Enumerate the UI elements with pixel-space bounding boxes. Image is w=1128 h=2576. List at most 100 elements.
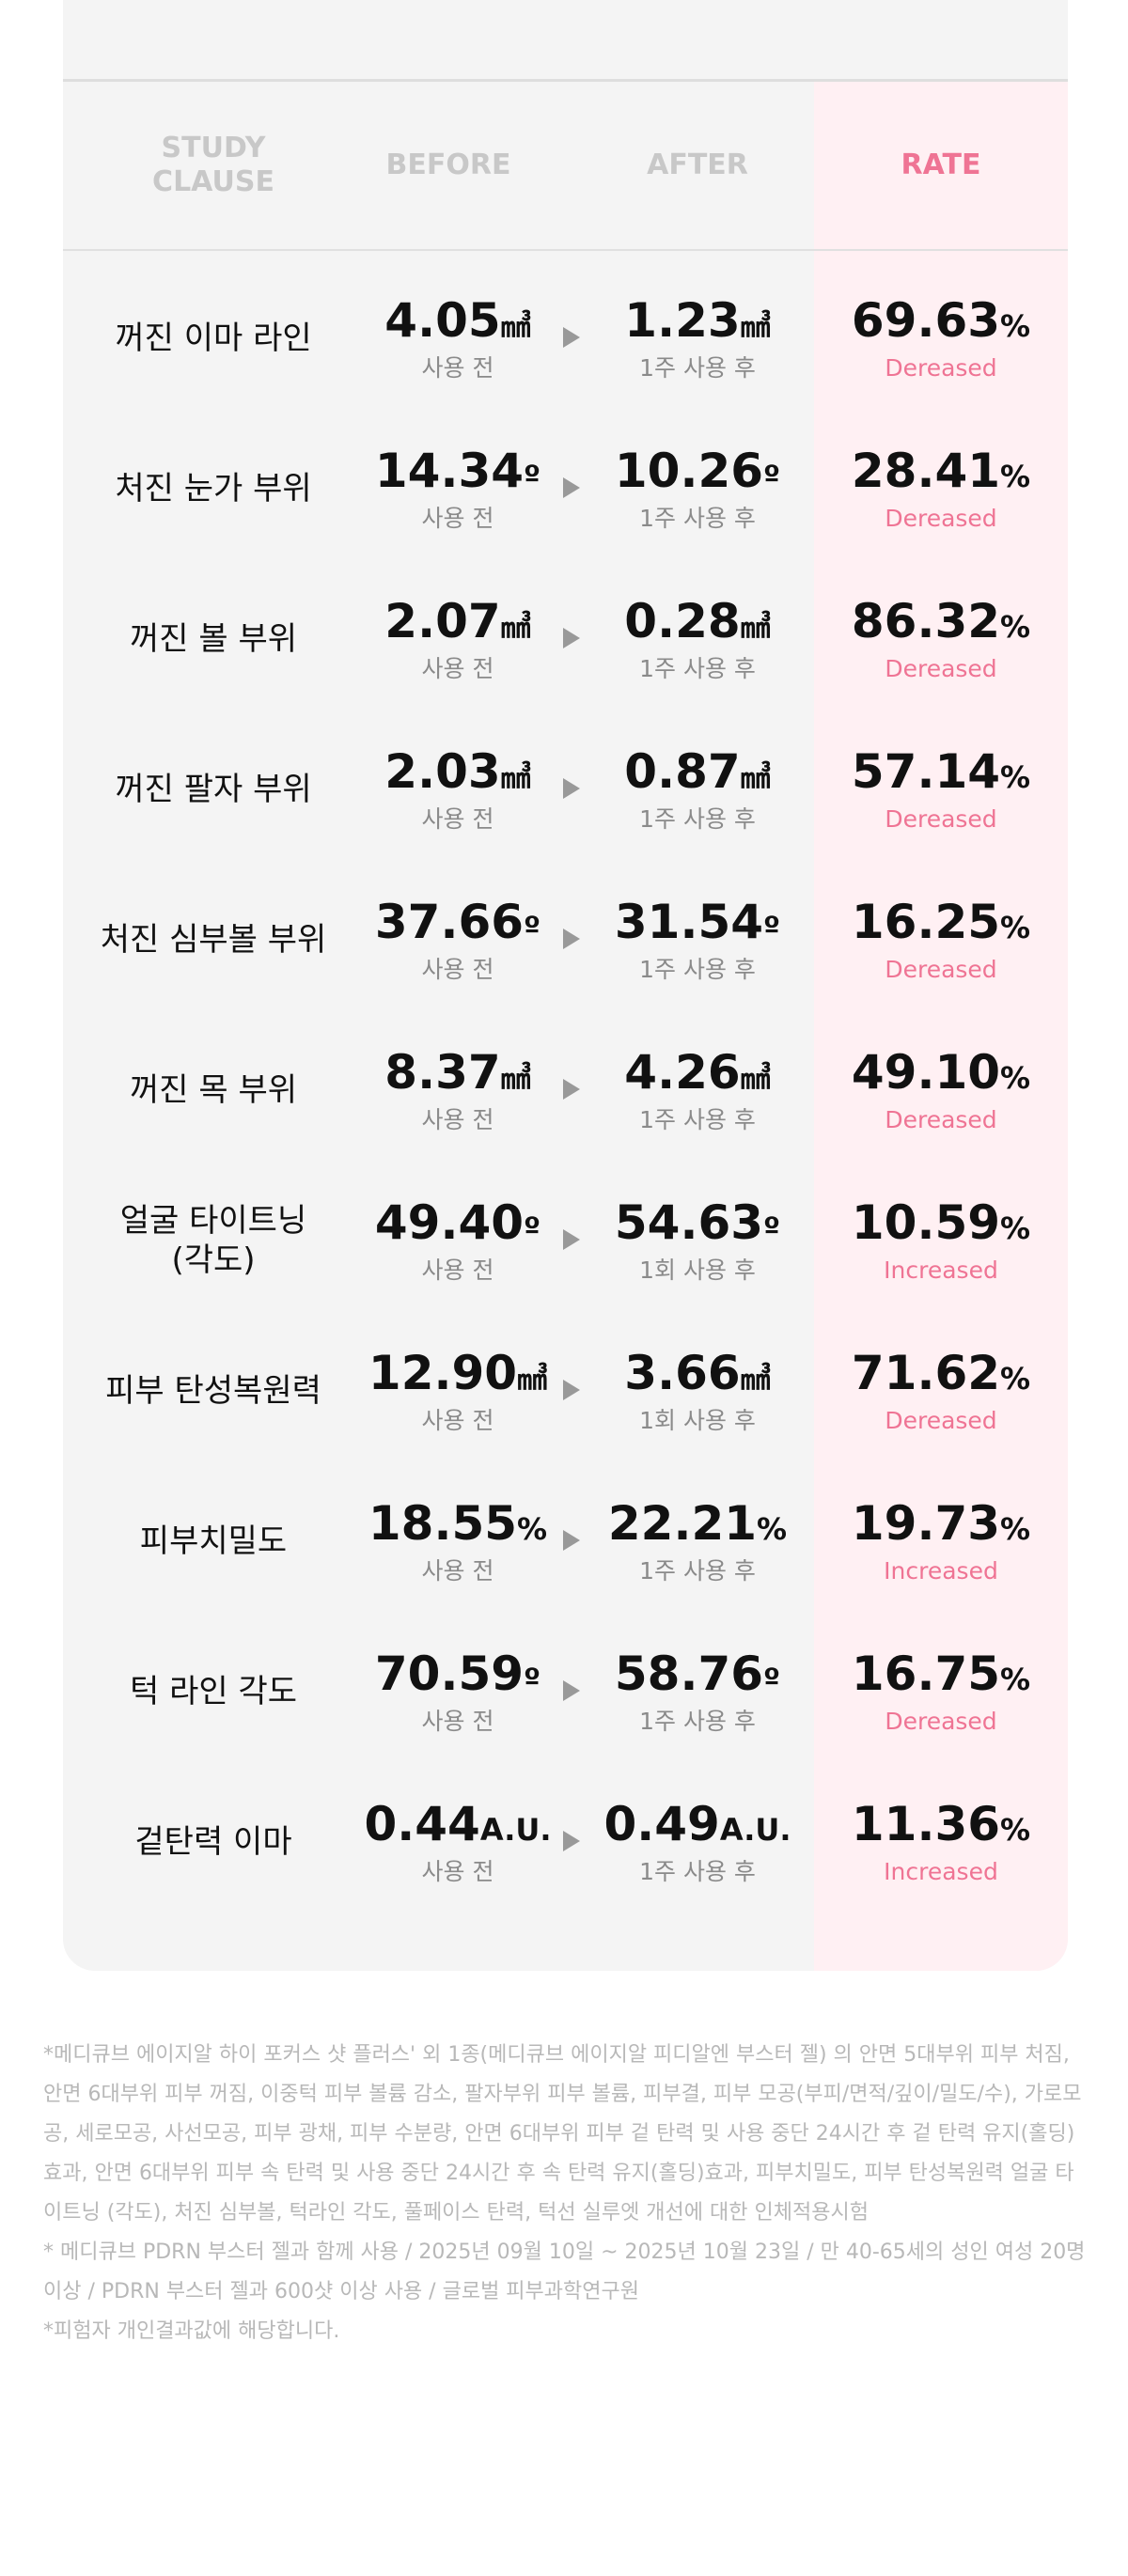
after-value-line: 3.66㎣ <box>624 1346 770 1406</box>
rate-unit: % <box>1000 910 1031 945</box>
after-cell: 58.76º 1주 사용 후 <box>589 1616 806 1767</box>
after-value-line: 58.76º <box>615 1647 780 1707</box>
after-unit: º <box>763 459 781 494</box>
before-cell: 18.55% 사용 전 <box>350 1466 566 1616</box>
after-value: 1.23 <box>624 293 741 348</box>
before-caption: 사용 전 <box>421 1557 494 1585</box>
rate-cell: 10.59% Increased <box>814 1165 1068 1316</box>
rate-caption: Increased <box>884 1858 998 1885</box>
rate-caption: Dereased <box>885 805 997 833</box>
before-unit: ㎣ <box>500 308 531 344</box>
after-value-line: 10.26º <box>615 444 780 504</box>
before-value-line: 0.44A.U. <box>364 1797 551 1857</box>
study-cell: 꺼진 목 부위 <box>72 1015 354 1165</box>
study-cell: 처진 눈가 부위 <box>72 414 354 564</box>
after-cell: 3.66㎣ 1회 사용 후 <box>589 1316 806 1466</box>
rate-caption: Dereased <box>885 354 997 382</box>
after-value-line: 0.28㎣ <box>624 594 770 654</box>
arrow-icon <box>563 1079 580 1100</box>
before-value-line: 4.05㎣ <box>384 293 530 353</box>
footnotes: *메디큐브 에이지알 하이 포커스 샷 플러스' 외 1종(메디큐브 에이지알 … <box>43 2036 1087 2351</box>
after-value-line: 4.26㎣ <box>624 1045 770 1105</box>
footnote: *메디큐브 에이지알 하이 포커스 샷 플러스' 외 1종(메디큐브 에이지알 … <box>43 2043 1082 2225</box>
study-cell: 겉탄력 이마 <box>72 1767 354 1917</box>
study-label: 얼굴 타이트닝 (각도) <box>119 1202 307 1279</box>
after-caption: 1주 사용 후 <box>639 655 756 682</box>
before-caption: 사용 전 <box>421 956 494 983</box>
arrow-icon <box>563 1229 580 1250</box>
rate-cell: 69.63% Dereased <box>814 263 1068 414</box>
after-value: 0.49 <box>603 1797 720 1851</box>
before-value: 49.40 <box>374 1195 525 1250</box>
table-row: 턱 라인 각도 70.59º 사용 전 58.76º 1주 사용 후 16.75% Dere… <box>63 1616 1068 1767</box>
before-caption: 사용 전 <box>421 505 494 532</box>
after-unit: % <box>757 1511 788 1547</box>
study-cell: 턱 라인 각도 <box>72 1616 354 1767</box>
rate-cell: 71.62% Dereased <box>814 1316 1068 1466</box>
arrow-icon <box>563 477 580 498</box>
after-caption: 1회 사용 후 <box>639 1257 756 1284</box>
study-cell: 피부치밀도 <box>72 1466 354 1616</box>
rate-caption: Dereased <box>885 1407 997 1434</box>
rate-cell: 16.75% Dereased <box>814 1616 1068 1767</box>
before-unit: ㎣ <box>517 1361 548 1397</box>
before-value: 12.90 <box>368 1346 518 1400</box>
table-row: 피부 탄성복원력 12.90㎣ 사용 전 3.66㎣ 1회 사용 후 71.62% Dere… <box>63 1316 1068 1466</box>
rate-cell: 11.36% Increased <box>814 1767 1068 1917</box>
before-cell: 0.44A.U. 사용 전 <box>350 1767 566 1917</box>
before-caption: 사용 전 <box>421 1407 494 1434</box>
after-cell: 0.87㎣ 1주 사용 후 <box>589 714 806 865</box>
before-caption: 사용 전 <box>421 1708 494 1735</box>
before-cell: 4.05㎣ 사용 전 <box>350 263 566 414</box>
before-value-line: 2.07㎣ <box>384 594 530 654</box>
footnote: * 메디큐브 PDRN 부스터 젤과 함께 사용 / 2025년 09월 10일… <box>43 2240 1086 2303</box>
rate-unit: % <box>1000 1210 1031 1246</box>
arrow-icon <box>563 1530 580 1551</box>
table-row: 피부치밀도 18.55% 사용 전 22.21% 1주 사용 후 19.73% Increa… <box>63 1466 1068 1616</box>
after-unit: A.U. <box>719 1812 791 1848</box>
rate-value-line: 11.36% <box>852 1797 1030 1857</box>
rate-value: 28.41 <box>851 444 1001 498</box>
column-header: AFTER <box>647 148 748 181</box>
rate-column-bg <box>814 82 1068 1971</box>
arrow-icon <box>563 1831 580 1851</box>
before-unit: ㎣ <box>500 1060 531 1096</box>
study-label: 꺼진 목 부위 <box>129 1071 297 1109</box>
before-value-line: 37.66º <box>375 895 540 955</box>
footnote: *피험자 개인결과값에 해당합니다. <box>43 2319 340 2343</box>
before-cell: 14.34º 사용 전 <box>350 414 566 564</box>
study-label: 피부치밀도 <box>139 1522 288 1560</box>
after-cell: 22.21% 1주 사용 후 <box>589 1466 806 1616</box>
after-cell: 31.54º 1주 사용 후 <box>589 865 806 1015</box>
rate-caption: Dereased <box>885 505 997 532</box>
rate-caption: Increased <box>884 1257 998 1284</box>
before-caption: 사용 전 <box>421 655 494 682</box>
after-caption: 1주 사용 후 <box>639 1708 756 1735</box>
rate-caption: Dereased <box>885 655 997 682</box>
rate-caption: Dereased <box>885 1708 997 1735</box>
rate-unit: % <box>1000 1662 1031 1697</box>
before-unit: º <box>524 910 541 945</box>
rate-value-line: 16.25% <box>852 895 1030 955</box>
before-caption: 사용 전 <box>421 1257 494 1284</box>
before-value-line: 14.34º <box>375 444 540 504</box>
rate-value-line: 10.59% <box>852 1195 1030 1256</box>
before-value-line: 49.40º <box>375 1195 540 1256</box>
rate-unit: % <box>1000 459 1031 494</box>
table-row: 겉탄력 이마 0.44A.U. 사용 전 0.49A.U. 1주 사용 후 11.36% I… <box>63 1767 1068 1917</box>
study-label: 처진 눈가 부위 <box>115 470 312 507</box>
after-value: 0.28 <box>624 594 741 648</box>
table-header: STUDY CLAUSE BEFORE AFTER RATE <box>63 82 1068 251</box>
rate-cell: 19.73% Increased <box>814 1466 1068 1616</box>
after-caption: 1주 사용 후 <box>639 956 756 983</box>
rate-value: 69.63 <box>851 293 1001 348</box>
before-unit: º <box>524 1210 541 1246</box>
study-label: 꺼진 이마 라인 <box>115 320 312 357</box>
rate-cell: 28.41% Dereased <box>814 414 1068 564</box>
before-caption: 사용 전 <box>421 1106 494 1133</box>
before-value-line: 12.90㎣ <box>368 1346 547 1406</box>
study-cell: 꺼진 이마 라인 <box>72 263 354 414</box>
rate-cell: 57.14% Dereased <box>814 714 1068 865</box>
after-value-line: 54.63º <box>615 1195 780 1256</box>
